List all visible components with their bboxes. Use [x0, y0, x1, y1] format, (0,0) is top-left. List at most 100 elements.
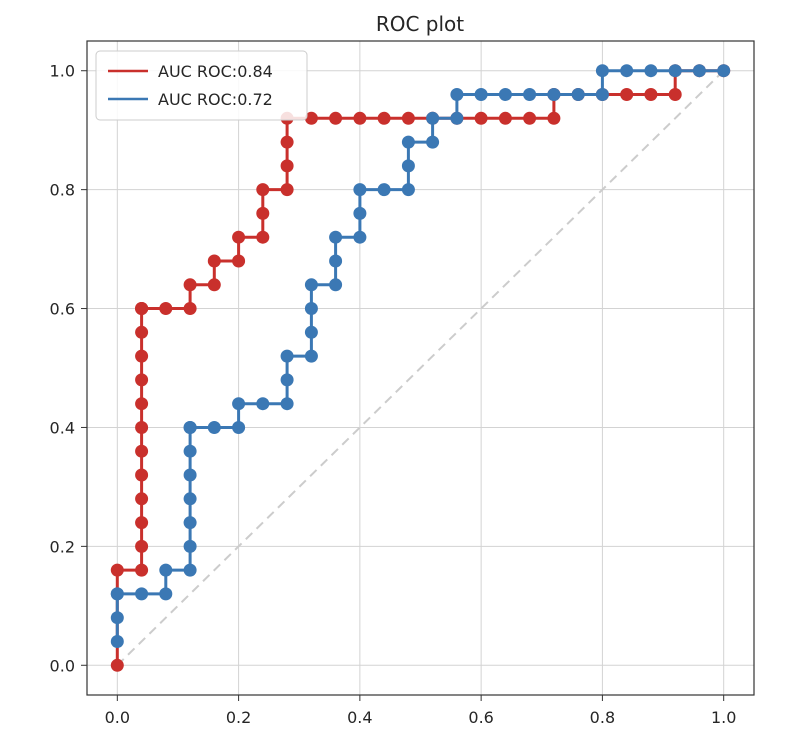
y-tick-label: 0.8 [50, 181, 75, 200]
series-2-point [159, 563, 173, 577]
series-1-point [135, 492, 149, 506]
series-2-point [232, 421, 246, 434]
series-1-point [668, 88, 682, 101]
series-2-point [110, 587, 124, 601]
series-1-point [232, 254, 246, 268]
series-2-point [110, 635, 124, 648]
series-1-point [256, 206, 270, 220]
series-1-point [183, 302, 197, 315]
series-1-point [207, 254, 221, 268]
series-2-point [135, 587, 149, 601]
series-1-point [110, 658, 124, 672]
series-1-point [280, 159, 294, 173]
series-2-point [183, 444, 197, 458]
series-2-point [668, 64, 682, 78]
series-1-point [135, 444, 149, 458]
series-2-point [353, 206, 367, 220]
series-2-point [595, 88, 609, 101]
y-tick-label: 0.0 [50, 656, 75, 675]
legend-box [95, 50, 308, 121]
series-2-point [232, 397, 246, 411]
y-tick-label: 0.4 [50, 418, 75, 437]
chart-title: ROC plot [376, 12, 464, 36]
series-1-point [207, 278, 221, 292]
series-2-point [353, 230, 367, 244]
series-2-point [183, 563, 197, 577]
series-1-point [159, 302, 173, 315]
series-1-point [135, 302, 149, 315]
series-2-point [353, 183, 367, 197]
series-2-point [183, 421, 197, 434]
series-1-point [135, 421, 149, 434]
series-1-point [644, 88, 658, 101]
series-2-point [547, 88, 561, 101]
series-1-point [135, 373, 149, 387]
series-2-point [426, 135, 440, 149]
series-2-point [183, 539, 197, 553]
axis-ticks: 0.0 0.2 0.4 0.6 0.8 1.0 0.0 0.2 0.4 0.6 0.8 1.0 [50, 62, 737, 727]
series-layer [110, 64, 731, 672]
series-2-point [329, 278, 343, 292]
series-1-point [110, 563, 124, 577]
chance-diagonal-line [116, 70, 725, 666]
series-1-point [523, 111, 537, 125]
plot-frame [86, 40, 755, 696]
series-2-point [159, 587, 173, 601]
x-tick-label: 0.8 [590, 708, 615, 727]
series-2-point [620, 64, 634, 78]
series-2-point [329, 230, 343, 244]
series-2-point [256, 397, 270, 411]
series-2-point [304, 325, 318, 339]
series-2-point [595, 64, 609, 78]
series-1-point [256, 183, 270, 197]
series-1 [110, 64, 731, 672]
series-2-point [329, 254, 343, 268]
series-2-point [304, 302, 318, 315]
series-2-point [401, 159, 415, 173]
series-2-point [450, 111, 464, 125]
series-2-point [717, 64, 731, 78]
series-2-point [304, 278, 318, 292]
series-2-point [280, 373, 294, 387]
series-1-point [256, 230, 270, 244]
legend-label-series-2: AUC ROC:0.72 [158, 90, 273, 109]
x-tick-label: 0.0 [105, 708, 130, 727]
x-tick-label: 0.2 [226, 708, 251, 727]
series-1-point [280, 135, 294, 149]
series-1-point [329, 111, 343, 125]
series-2-point [401, 183, 415, 197]
series-2-point [183, 516, 197, 530]
series-2-point [571, 88, 585, 101]
y-tick-label: 1.0 [50, 62, 75, 81]
series-2-point [644, 64, 658, 78]
y-tick-label: 0.2 [50, 537, 75, 556]
series-1-point [135, 516, 149, 530]
series-2-point [304, 349, 318, 363]
series-2-point [110, 611, 124, 625]
series-2 [110, 64, 731, 648]
series-1-point [183, 278, 197, 292]
series-1-point [547, 111, 561, 125]
x-tick-label: 0.6 [468, 708, 493, 727]
series-1-point [620, 88, 634, 101]
series-2-point [401, 135, 415, 149]
legend-label-series-1: AUC ROC:0.84 [158, 62, 273, 81]
series-2-point [450, 88, 464, 101]
series-2-point [377, 183, 391, 197]
series-1-point [280, 183, 294, 197]
series-1-point [474, 111, 488, 125]
series-1-point [135, 539, 149, 553]
series-1-point [353, 111, 367, 125]
series-1-point [135, 563, 149, 577]
y-tick-label: 0.6 [50, 300, 75, 319]
series-2-point [692, 64, 706, 78]
series-2-point [280, 349, 294, 363]
x-tick-label: 1.0 [711, 708, 736, 727]
series-1-point [377, 111, 391, 125]
series-2-point [498, 88, 512, 101]
series-1-point [135, 468, 149, 482]
series-1-point [135, 325, 149, 339]
series-1-point [401, 111, 415, 125]
